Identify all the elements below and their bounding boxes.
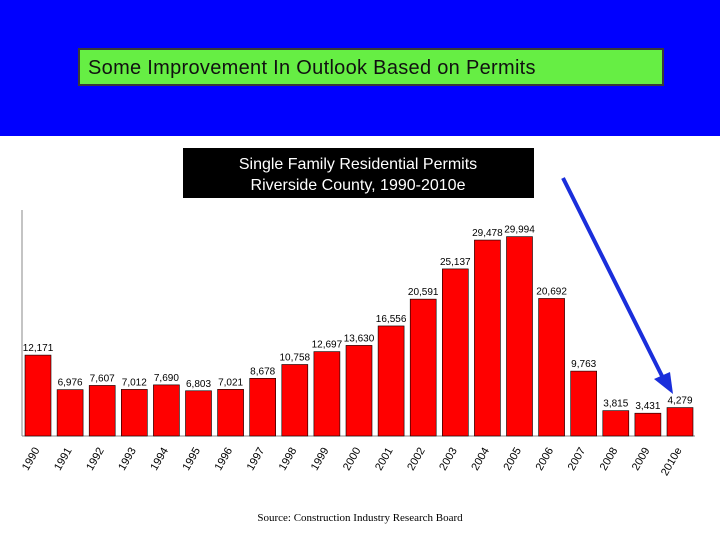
chart-source: Source: Construction Industry Research B…	[257, 512, 463, 524]
x-tick-2008: 2008	[598, 446, 621, 473]
x-tick-1999: 1999	[309, 446, 332, 473]
bar-1999	[313, 351, 341, 437]
value-label-1994: 7,690	[154, 373, 179, 384]
arrow-shaft	[561, 177, 664, 377]
bar-1993	[121, 389, 148, 437]
bar-1990	[24, 354, 52, 437]
value-label-2008: 3,815	[603, 399, 628, 410]
x-tick-2002: 2002	[405, 446, 428, 473]
x-tick-2005: 2005	[501, 446, 524, 473]
bar-2007	[570, 370, 598, 437]
value-label-1995: 6,803	[186, 379, 211, 390]
x-tick-2007: 2007	[566, 446, 589, 473]
x-tick-2003: 2003	[437, 446, 460, 473]
value-label-2004: 29,478	[472, 228, 503, 239]
value-label-2003: 25,137	[440, 257, 471, 268]
slide-headline: Some Improvement In Outlook Based on Per…	[78, 48, 664, 86]
value-label-1993: 7,012	[122, 377, 147, 388]
bar-2004	[474, 239, 501, 437]
bar-2008	[602, 410, 630, 437]
value-label-2001: 16,556	[376, 314, 407, 325]
x-tick-2001: 2001	[373, 446, 396, 473]
x-tick-2004: 2004	[469, 446, 492, 473]
x-tick-1995: 1995	[180, 446, 203, 473]
x-tick-1994: 1994	[148, 446, 171, 473]
x-tick-2009: 2009	[630, 446, 653, 473]
bar-1994	[153, 384, 180, 437]
chart-subtitle: Riverside County, 1990-2010e	[251, 177, 466, 194]
value-label-1996: 7,021	[218, 377, 243, 388]
value-label-2002: 20,591	[408, 287, 439, 298]
x-tick-2006: 2006	[534, 446, 557, 473]
bar-2005	[506, 236, 533, 437]
value-label-1998: 10,758	[280, 352, 311, 363]
bar-1997	[249, 378, 276, 437]
bar-1996	[217, 389, 244, 437]
value-label-2000: 13,630	[344, 333, 375, 344]
x-tick-1998: 1998	[277, 446, 300, 473]
value-label-2005: 29,994	[504, 225, 535, 236]
x-tick-1997: 1997	[245, 446, 268, 473]
bar-2006	[538, 298, 565, 437]
arrow-head-icon	[654, 372, 673, 394]
value-label-1990: 12,171	[23, 343, 54, 354]
x-tick-1996: 1996	[213, 446, 236, 473]
bar-2000	[345, 345, 373, 437]
bar-1998	[281, 364, 309, 437]
value-label-1992: 7,607	[90, 373, 115, 384]
bar-2010e	[666, 407, 694, 437]
arrow-annotation	[561, 177, 673, 394]
chart-panel: Single Family Residential Permits Rivers…	[0, 136, 720, 540]
value-label-1997: 8,678	[250, 366, 275, 377]
bar-chart: Single Family Residential Permits Rivers…	[20, 148, 695, 524]
value-label-2009: 3,431	[635, 401, 660, 412]
x-tick-1991: 1991	[52, 446, 75, 473]
chart-title: Single Family Residential Permits	[239, 156, 477, 173]
x-tick-2000: 2000	[341, 446, 364, 473]
bars-group: 12,171 1990 6,976 1991 7,607 1992 7,012 1993 7,6…	[20, 225, 694, 478]
value-label-2006: 20,692	[536, 286, 567, 297]
bar-2009	[634, 412, 662, 437]
bar-1991	[56, 389, 84, 437]
bar-1992	[88, 385, 116, 437]
bar-2002	[409, 298, 437, 437]
x-tick-1990: 1990	[20, 446, 43, 473]
x-tick-1992: 1992	[84, 446, 107, 473]
value-label-1991: 6,976	[58, 378, 83, 389]
value-label-2007: 9,763	[571, 359, 596, 370]
value-label-2010e: 4,279	[667, 396, 692, 407]
value-label-1999: 12,697	[312, 340, 343, 351]
bar-1995	[185, 390, 212, 437]
x-tick-2010e: 2010e	[659, 446, 685, 478]
bar-2001	[377, 325, 405, 437]
bar-2003	[441, 268, 469, 437]
x-tick-1993: 1993	[116, 446, 139, 473]
chart-title-box	[183, 148, 534, 198]
